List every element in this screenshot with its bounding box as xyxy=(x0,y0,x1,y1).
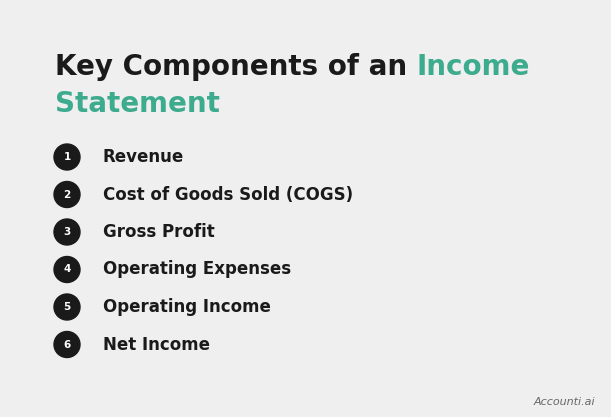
Text: 2: 2 xyxy=(64,189,71,199)
Text: Revenue: Revenue xyxy=(103,148,185,166)
Text: Key Components of an: Key Components of an xyxy=(55,53,417,81)
Text: Cost of Goods Sold (COGS): Cost of Goods Sold (COGS) xyxy=(103,186,353,203)
Circle shape xyxy=(54,144,80,170)
Text: Accounti.ai: Accounti.ai xyxy=(533,397,595,407)
Text: Operating Income: Operating Income xyxy=(103,298,271,316)
Circle shape xyxy=(54,219,80,245)
Text: Net Income: Net Income xyxy=(103,336,210,354)
Text: 6: 6 xyxy=(64,339,71,349)
Text: 5: 5 xyxy=(64,302,71,312)
Text: Operating Expenses: Operating Expenses xyxy=(103,261,291,279)
Text: 3: 3 xyxy=(64,227,71,237)
Text: Statement: Statement xyxy=(55,90,220,118)
Circle shape xyxy=(54,256,80,282)
Text: Gross Profit: Gross Profit xyxy=(103,223,214,241)
Circle shape xyxy=(54,181,80,208)
Text: Income: Income xyxy=(417,53,530,81)
Text: 4: 4 xyxy=(64,264,71,274)
Circle shape xyxy=(54,332,80,357)
Text: 1: 1 xyxy=(64,152,71,162)
Circle shape xyxy=(54,294,80,320)
